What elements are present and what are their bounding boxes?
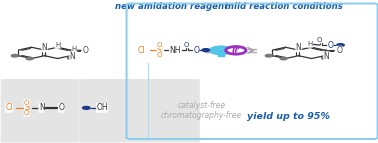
Circle shape <box>337 44 344 46</box>
Text: O: O <box>193 46 199 55</box>
Text: new amidation reagent: new amidation reagent <box>115 2 228 11</box>
Text: H: H <box>55 42 60 48</box>
Circle shape <box>202 49 210 51</box>
Text: O: O <box>317 37 322 43</box>
Text: OH: OH <box>96 103 108 112</box>
Text: S: S <box>157 46 162 55</box>
Text: H: H <box>307 41 313 47</box>
Circle shape <box>11 54 18 57</box>
Text: O: O <box>156 52 162 58</box>
Text: Cl: Cl <box>5 103 13 112</box>
Text: O: O <box>24 110 29 116</box>
Text: S: S <box>24 103 29 112</box>
FancyBboxPatch shape <box>80 79 127 142</box>
Text: N: N <box>42 43 47 52</box>
Circle shape <box>280 57 287 60</box>
Text: O: O <box>156 42 162 48</box>
Text: Cl: Cl <box>138 46 146 55</box>
Text: H: H <box>72 46 77 52</box>
Text: N: N <box>324 52 329 61</box>
FancyBboxPatch shape <box>127 79 200 142</box>
Text: N: N <box>296 43 301 52</box>
Text: Ir: Ir <box>232 46 240 55</box>
Text: O: O <box>327 41 333 50</box>
Circle shape <box>226 46 246 54</box>
Text: O: O <box>58 103 64 112</box>
FancyBboxPatch shape <box>1 79 80 142</box>
Text: O: O <box>83 46 89 55</box>
Text: O: O <box>184 42 189 48</box>
Circle shape <box>322 57 328 59</box>
Text: O: O <box>336 46 342 55</box>
Text: catalyst-free
chromatography-free: catalyst-free chromatography-free <box>161 101 242 120</box>
Text: mild reaction conditions: mild reaction conditions <box>225 2 343 11</box>
Text: NH: NH <box>169 46 181 55</box>
Circle shape <box>26 57 33 60</box>
Text: yield up to 95%: yield up to 95% <box>246 112 330 121</box>
Text: O: O <box>24 100 29 106</box>
Text: N: N <box>70 52 75 61</box>
Circle shape <box>68 57 74 59</box>
Circle shape <box>210 46 232 55</box>
Text: N: N <box>39 103 45 112</box>
Circle shape <box>83 107 90 109</box>
Circle shape <box>265 54 272 57</box>
